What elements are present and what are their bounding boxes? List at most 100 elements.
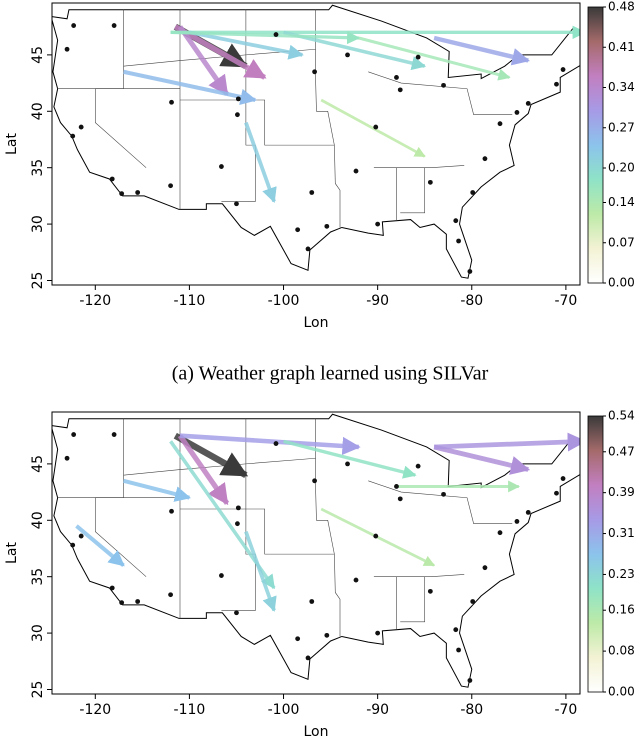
station bbox=[234, 201, 239, 207]
edge bbox=[177, 25, 230, 97]
station bbox=[235, 96, 241, 102]
state-border bbox=[315, 9, 341, 228]
station bbox=[78, 533, 84, 539]
station bbox=[456, 647, 461, 653]
x-tick-label: -80 bbox=[460, 702, 483, 718]
station bbox=[235, 505, 241, 511]
edge bbox=[433, 35, 530, 66]
edge bbox=[244, 121, 277, 203]
station bbox=[373, 533, 379, 539]
station bbox=[295, 227, 301, 233]
station bbox=[482, 565, 488, 571]
y-tick-label: 35 bbox=[30, 159, 46, 177]
station bbox=[64, 455, 70, 461]
colorbar-tick-label: 0.47 bbox=[608, 444, 635, 458]
station bbox=[560, 67, 566, 72]
station bbox=[375, 221, 381, 227]
state-border bbox=[400, 167, 426, 214]
station bbox=[415, 463, 421, 469]
state-border bbox=[368, 480, 513, 524]
colorbar-tick-label: 0.39 bbox=[608, 485, 635, 499]
x-tick-label: -90 bbox=[366, 702, 389, 718]
station bbox=[456, 238, 461, 244]
x-tick-label: -100 bbox=[268, 293, 300, 309]
x-tick-label: -120 bbox=[79, 293, 111, 309]
station bbox=[309, 599, 315, 604]
station bbox=[394, 484, 399, 489]
station bbox=[273, 441, 279, 446]
colorbar-tick-label: 0.31 bbox=[608, 526, 635, 540]
station bbox=[168, 592, 173, 598]
state-border bbox=[368, 71, 513, 115]
station bbox=[119, 191, 125, 197]
edge bbox=[283, 439, 417, 479]
station bbox=[345, 52, 350, 58]
x-tick-label: -110 bbox=[174, 293, 206, 309]
edge bbox=[244, 530, 277, 612]
colorbar-tick-label: 0.27 bbox=[608, 120, 635, 134]
station bbox=[453, 218, 459, 224]
station bbox=[554, 81, 559, 87]
station bbox=[71, 23, 77, 28]
station bbox=[353, 168, 359, 174]
station bbox=[305, 655, 311, 661]
x-tick-label: -90 bbox=[366, 293, 389, 309]
x-tick-label: -70 bbox=[554, 702, 577, 718]
map-layer bbox=[52, 4, 587, 279]
colorbar-tick-label: 0.41 bbox=[608, 40, 635, 54]
plot-frame bbox=[51, 2, 581, 286]
state-border bbox=[400, 576, 426, 623]
state-border bbox=[180, 508, 335, 555]
station bbox=[427, 179, 433, 185]
station bbox=[169, 508, 174, 514]
edge bbox=[173, 24, 267, 80]
station bbox=[235, 521, 240, 527]
station bbox=[309, 190, 315, 195]
y-tick-label: 35 bbox=[30, 568, 46, 586]
station bbox=[295, 636, 301, 642]
station bbox=[109, 176, 115, 182]
colorbar-tick-label: 0.14 bbox=[608, 195, 635, 209]
x-tick-label: -80 bbox=[460, 293, 483, 309]
station bbox=[467, 678, 473, 683]
station bbox=[235, 112, 240, 118]
station bbox=[78, 124, 84, 130]
y-axis-label: Lat bbox=[4, 542, 20, 564]
y-tick-label: 40 bbox=[30, 102, 46, 120]
edge bbox=[75, 524, 125, 567]
y-tick-label: 40 bbox=[30, 511, 46, 529]
colorbar-tick-label: 0.07 bbox=[608, 235, 635, 249]
state-border bbox=[373, 574, 465, 577]
edge bbox=[123, 478, 191, 502]
country-outline bbox=[52, 4, 580, 279]
x-axis-label: Lon bbox=[304, 315, 329, 331]
station bbox=[234, 610, 239, 616]
station bbox=[467, 269, 473, 274]
colorbar bbox=[587, 415, 604, 693]
station bbox=[219, 164, 224, 169]
country-outline bbox=[52, 413, 580, 688]
station bbox=[397, 87, 403, 93]
edge bbox=[358, 36, 511, 81]
edge bbox=[123, 69, 257, 105]
station bbox=[441, 82, 446, 88]
y-tick-label: 45 bbox=[30, 46, 46, 64]
station bbox=[64, 46, 70, 52]
station bbox=[525, 509, 531, 515]
station bbox=[169, 99, 174, 105]
y-tick-label: 25 bbox=[30, 272, 46, 290]
edge bbox=[320, 98, 426, 158]
colorbar-tick-label: 0.54 bbox=[608, 409, 635, 423]
station bbox=[273, 32, 279, 37]
colorbar-tick-label: 0.20 bbox=[608, 161, 635, 175]
station bbox=[470, 599, 476, 604]
station bbox=[312, 478, 317, 484]
station bbox=[497, 530, 503, 536]
y-tick-label: 45 bbox=[30, 455, 46, 473]
colorbar-tick-label: 0.08 bbox=[608, 644, 635, 658]
colorbar-tick-label: 0.16 bbox=[608, 603, 635, 617]
station bbox=[582, 30, 587, 35]
edge bbox=[177, 434, 230, 506]
